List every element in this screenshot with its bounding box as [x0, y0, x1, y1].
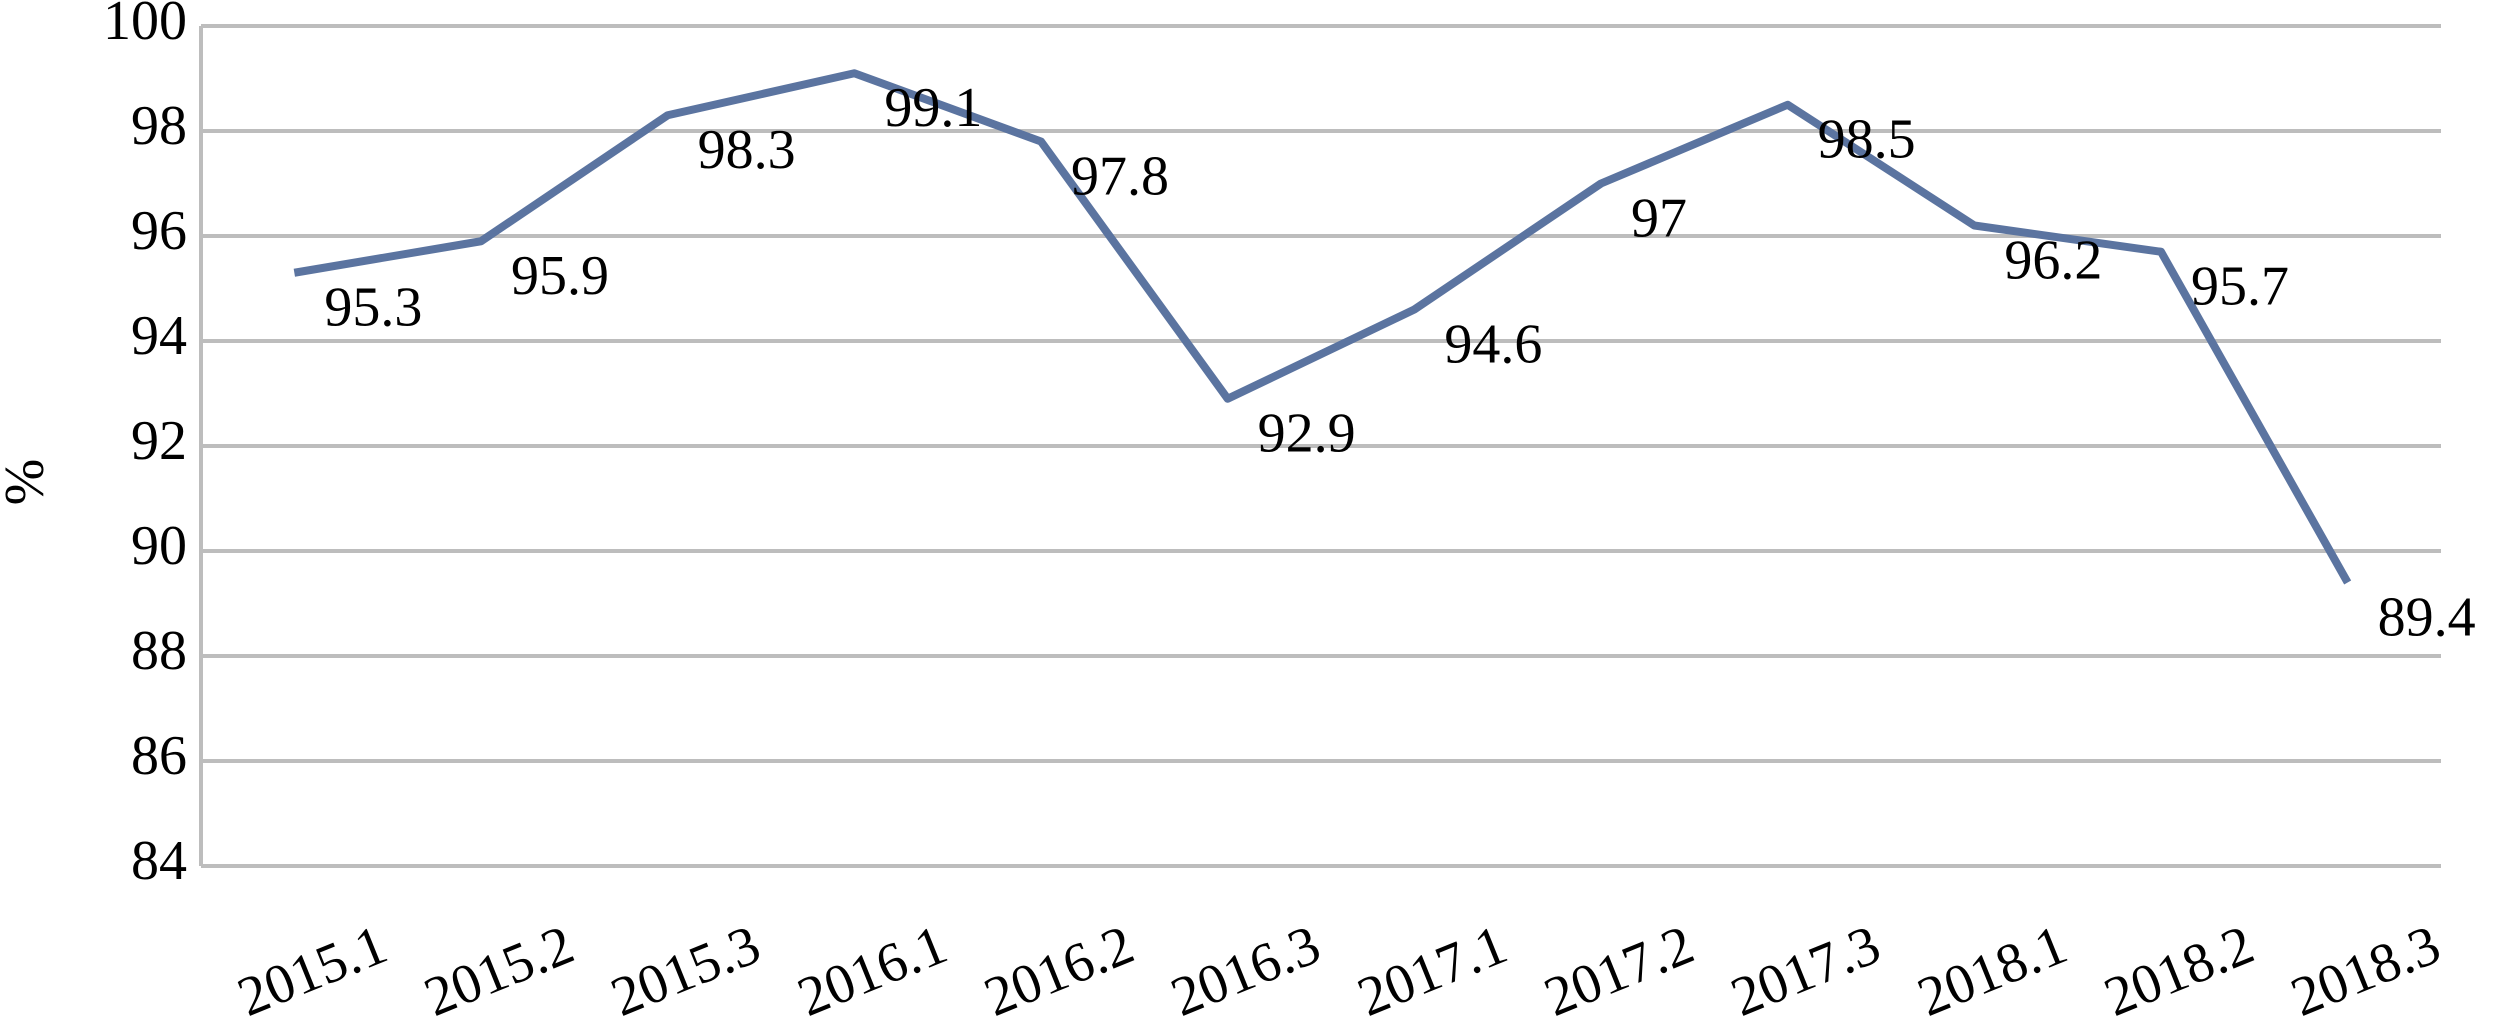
y-axis-label: % [0, 459, 56, 506]
data-label: 97.8 [1071, 145, 1169, 207]
x-tick-label: 2015.1 [229, 914, 395, 1029]
x-tick-label: 2015.2 [416, 914, 582, 1029]
y-tick-label: 84 [131, 830, 187, 892]
data-label: 96.2 [2004, 229, 2102, 291]
x-tick-label: 2018.1 [1909, 914, 2075, 1029]
x-tick-label: 2018.3 [2283, 914, 2449, 1029]
x-tick-label: 2018.2 [2096, 914, 2262, 1029]
x-tick-label: 2016.1 [789, 914, 955, 1029]
x-tick-label: 2017.1 [1349, 914, 1515, 1029]
line [293, 69, 2352, 585]
y-tick-label: 90 [131, 515, 187, 577]
x-tick-label: 2017.3 [1723, 914, 1889, 1029]
data-label: 95.3 [324, 277, 422, 339]
data-label: 92.9 [1258, 403, 1356, 465]
x-tick-label: 2016.2 [976, 914, 1142, 1029]
y-tick-label: 100 [103, 0, 187, 52]
y-tick-label: 94 [131, 305, 187, 367]
y-tick-label: 86 [131, 725, 187, 787]
data-label: 99.1 [884, 77, 982, 139]
data-label: 97 [1631, 187, 1687, 249]
x-tick-label: 2017.2 [1536, 914, 1702, 1029]
data-label: 94.6 [1444, 313, 1542, 375]
y-tick-label: 96 [131, 200, 187, 262]
data-label: 95.7 [2191, 256, 2289, 318]
y-tick-label: 92 [131, 410, 187, 472]
y-tick-label: 88 [131, 620, 187, 682]
data-label: 98.5 [1818, 109, 1916, 171]
x-tick-label: 2015.3 [603, 914, 769, 1029]
data-label: 98.3 [698, 119, 796, 181]
x-tick-label: 2016.3 [1163, 914, 1329, 1029]
data-label: 95.9 [511, 245, 609, 307]
data-label: 89.4 [2378, 586, 2476, 648]
y-tick-label: 98 [131, 95, 187, 157]
